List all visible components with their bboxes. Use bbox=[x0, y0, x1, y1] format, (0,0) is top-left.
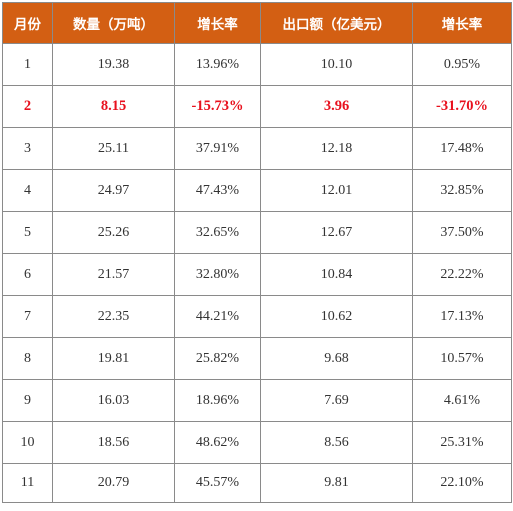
quantity-growth-cell: 48.62% bbox=[174, 421, 261, 464]
table-row: 1 19.38 13.96% 10.10 0.95% bbox=[2, 43, 512, 86]
value-growth-cell: 22.22% bbox=[412, 253, 512, 296]
quantity-growth-cell: 32.80% bbox=[174, 253, 261, 296]
quantity-growth-cell: 25.82% bbox=[174, 337, 261, 380]
header-value-growth: 增长率 bbox=[412, 2, 512, 44]
quantity-growth-cell: 44.21% bbox=[174, 295, 261, 338]
quantity-cell: 24.97 bbox=[52, 169, 175, 212]
table-row: 11 20.79 45.57% 9.81 22.10% bbox=[2, 463, 512, 503]
month-cell: 7 bbox=[2, 295, 53, 338]
quantity-cell: 25.11 bbox=[52, 127, 175, 170]
export-value-cell: 3.96 bbox=[260, 85, 413, 128]
quantity-cell: 21.57 bbox=[52, 253, 175, 296]
table-row: 10 18.56 48.62% 8.56 25.31% bbox=[2, 421, 512, 464]
table-row: 4 24.97 47.43% 12.01 32.85% bbox=[2, 169, 512, 212]
export-value-cell: 10.10 bbox=[260, 43, 413, 86]
export-value-cell: 10.62 bbox=[260, 295, 413, 338]
value-growth-cell: -31.70% bbox=[412, 85, 512, 128]
export-value-cell: 9.68 bbox=[260, 337, 413, 380]
header-quantity: 数量（万吨） bbox=[52, 2, 175, 44]
export-value-cell: 10.84 bbox=[260, 253, 413, 296]
value-growth-cell: 17.13% bbox=[412, 295, 512, 338]
header-export-value: 出口额（亿美元） bbox=[260, 2, 413, 44]
month-cell: 6 bbox=[2, 253, 53, 296]
month-cell: 3 bbox=[2, 127, 53, 170]
value-growth-cell: 22.10% bbox=[412, 463, 512, 503]
quantity-growth-cell: 32.65% bbox=[174, 211, 261, 254]
value-growth-cell: 10.57% bbox=[412, 337, 512, 380]
table-row: 2 8.15 -15.73% 3.96 -31.70% bbox=[2, 85, 512, 128]
quantity-growth-cell: 45.57% bbox=[174, 463, 261, 503]
table-header: 月份 数量（万吨） 增长率 出口额（亿美元） 增长率 bbox=[2, 2, 512, 44]
month-cell: 2 bbox=[2, 85, 53, 128]
month-cell: 1 bbox=[2, 43, 53, 86]
export-value-cell: 12.67 bbox=[260, 211, 413, 254]
table-row: 6 21.57 32.80% 10.84 22.22% bbox=[2, 253, 512, 296]
quantity-cell: 20.79 bbox=[52, 463, 175, 503]
value-growth-cell: 0.95% bbox=[412, 43, 512, 86]
table-row: 5 25.26 32.65% 12.67 37.50% bbox=[2, 211, 512, 254]
header-quantity-growth: 增长率 bbox=[174, 2, 261, 44]
table-row: 8 19.81 25.82% 9.68 10.57% bbox=[2, 337, 512, 380]
quantity-cell: 8.15 bbox=[52, 85, 175, 128]
month-cell: 5 bbox=[2, 211, 53, 254]
month-cell: 11 bbox=[2, 463, 53, 503]
quantity-growth-cell: 18.96% bbox=[174, 379, 261, 422]
value-growth-cell: 4.61% bbox=[412, 379, 512, 422]
month-cell: 9 bbox=[2, 379, 53, 422]
table-row: 3 25.11 37.91% 12.18 17.48% bbox=[2, 127, 512, 170]
quantity-cell: 18.56 bbox=[52, 421, 175, 464]
quantity-growth-cell: -15.73% bbox=[174, 85, 261, 128]
value-growth-cell: 32.85% bbox=[412, 169, 512, 212]
month-cell: 10 bbox=[2, 421, 53, 464]
value-growth-cell: 17.48% bbox=[412, 127, 512, 170]
quantity-cell: 19.81 bbox=[52, 337, 175, 380]
quantity-cell: 25.26 bbox=[52, 211, 175, 254]
quantity-cell: 22.35 bbox=[52, 295, 175, 338]
table-row: 7 22.35 44.21% 10.62 17.13% bbox=[2, 295, 512, 338]
month-cell: 4 bbox=[2, 169, 53, 212]
value-growth-cell: 25.31% bbox=[412, 421, 512, 464]
quantity-growth-cell: 47.43% bbox=[174, 169, 261, 212]
header-month: 月份 bbox=[2, 2, 53, 44]
header-row: 月份 数量（万吨） 增长率 出口额（亿美元） 增长率 bbox=[2, 2, 512, 44]
monthly-export-table: 月份 数量（万吨） 增长率 出口额（亿美元） 增长率 1 19.38 13.96% 1… bbox=[2, 2, 512, 503]
export-value-cell: 7.69 bbox=[260, 379, 413, 422]
quantity-cell: 16.03 bbox=[52, 379, 175, 422]
export-value-cell: 12.18 bbox=[260, 127, 413, 170]
export-value-cell: 8.56 bbox=[260, 421, 413, 464]
export-value-cell: 9.81 bbox=[260, 463, 413, 503]
table-body: 1 19.38 13.96% 10.10 0.95% 2 8.15 -15.73% 3.96 -3… bbox=[2, 43, 512, 503]
export-value-cell: 12.01 bbox=[260, 169, 413, 212]
quantity-growth-cell: 37.91% bbox=[174, 127, 261, 170]
table-row: 9 16.03 18.96% 7.69 4.61% bbox=[2, 379, 512, 422]
month-cell: 8 bbox=[2, 337, 53, 380]
value-growth-cell: 37.50% bbox=[412, 211, 512, 254]
quantity-growth-cell: 13.96% bbox=[174, 43, 261, 86]
quantity-cell: 19.38 bbox=[52, 43, 175, 86]
